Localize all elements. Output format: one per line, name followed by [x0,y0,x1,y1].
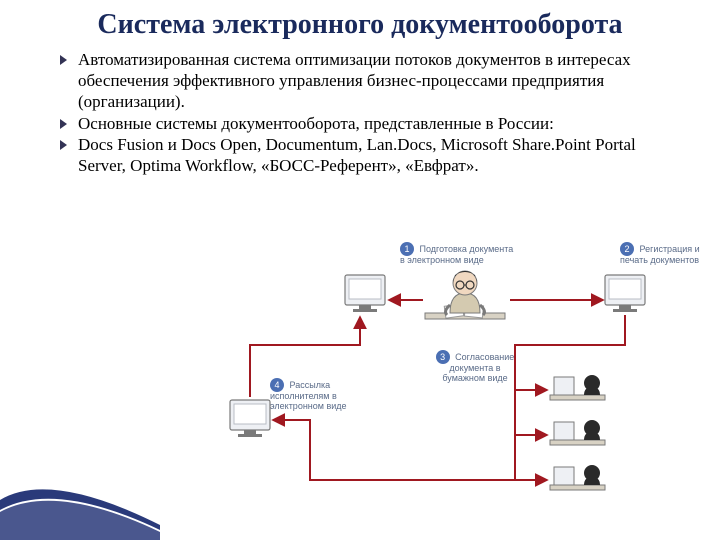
step-badge: 2 [620,242,634,256]
author-icon [425,271,505,319]
bullet-list: Автоматизированная система оптимизации п… [0,49,720,177]
step-text: Согласование документа в бумажном виде [442,352,514,383]
step-badge: 4 [270,378,284,392]
monitor-icon [605,275,645,312]
step-label-2: 2 Регистрация и печать документов [620,242,710,266]
page-title: Система электронного документооборота [0,0,720,49]
reviewer-icon [550,465,605,490]
monitor-icon [345,275,385,312]
step-badge: 3 [436,350,450,364]
workflow-diagram: 1 Подготовка документа в электронном вид… [210,250,690,510]
decorative-swoosh [0,470,160,540]
reviewer-icon [550,375,605,400]
bullet-item: Автоматизированная система оптимизации п… [60,49,680,113]
step-badge: 1 [400,242,414,256]
bullet-item: Основные системы документооборота, предс… [60,113,680,134]
step-label-1: 1 Подготовка документа в электронном вид… [400,242,520,266]
bullet-item: Docs Fusion и Docs Open, Documentum, Lan… [60,134,680,177]
step-label-4: 4 Рассылка исполнителям в электронном ви… [270,378,370,412]
monitor-icon [230,400,270,437]
step-label-3: 3 Согласование документа в бумажном виде [430,350,520,384]
step-text: Подготовка документа в электронном виде [400,244,513,265]
reviewer-icon [550,420,605,445]
